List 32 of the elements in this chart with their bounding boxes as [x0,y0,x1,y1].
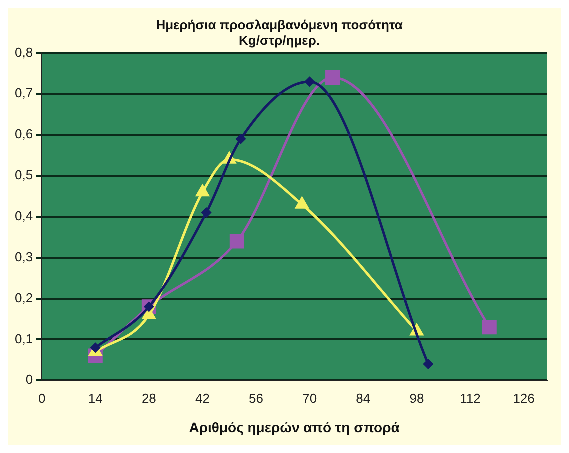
y-tick-label: 0,7 [14,86,34,101]
x-tick-label: 84 [356,390,371,406]
y-tick-label: 0,1 [14,331,34,346]
x-tick-label: 42 [195,390,210,406]
y-tick-label: 0,5 [14,168,34,183]
y-tick-label: 0,4 [14,208,34,224]
x-tick-label: 56 [249,390,264,406]
x-tick-label: 70 [302,390,318,406]
point [326,70,340,86]
y-tick-label: 0 [26,372,34,388]
x-tick-label: 112 [460,390,481,406]
point [296,197,309,209]
point [236,134,246,144]
y-tick-label: 0,8 [14,44,34,60]
x-tick-label: 98 [410,390,424,406]
y-tick-label: 0,2 [14,290,34,306]
point [482,320,497,335]
x-axis-title: Αριθμός ημερών από τη σπορά [189,419,400,436]
x-tick-label: 0 [38,390,46,406]
text: Ημερήσια προσλαμβανόμενη ποσότητα [156,17,403,32]
x-tick-label: 28 [142,390,156,406]
text: Kg/στρ/ημερ. [238,32,320,48]
y-tick-label: 0,3 [14,249,34,264]
point [196,185,210,197]
point [305,77,315,87]
x-tick-label: 126 [513,390,535,406]
point [202,208,212,218]
x-tick-label: 14 [88,390,103,406]
point [90,343,100,353]
point [424,359,434,369]
y-tick-label: 0,6 [14,126,34,142]
point [230,234,244,249]
